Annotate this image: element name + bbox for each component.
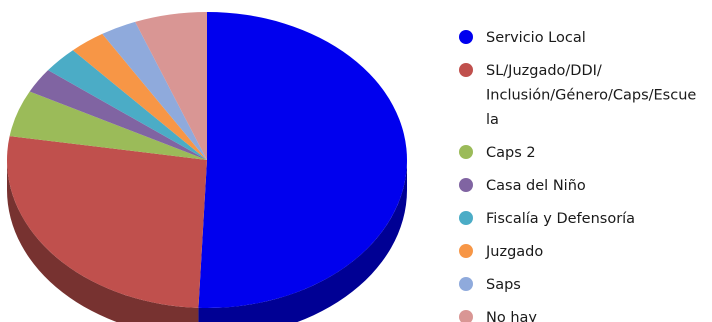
legend-marker-3 — [459, 178, 473, 192]
pie-slice-6 — [102, 21, 207, 160]
pie-slice-4 — [48, 50, 208, 161]
legend-marker-4 — [459, 211, 473, 225]
legend-label-0: Servicio Local — [486, 30, 586, 46]
legend-label-6: Saps — [486, 277, 521, 293]
legend-label-3: Casa del Niño — [486, 178, 586, 194]
pie-slice-1 — [6, 136, 207, 308]
pie-slice-5 — [72, 33, 207, 161]
legend-marker-6 — [459, 277, 473, 291]
pie-layer — [6, 12, 407, 322]
legend-marker-0 — [459, 30, 473, 44]
legend-label-4: Fiscalía y Defensoría — [486, 211, 635, 227]
legend-label-1: SL/Juzgado/DDI/Inclusión/Género/Caps/Esc… — [486, 63, 696, 128]
legend-label-2: Caps 2 — [486, 145, 536, 161]
pie-slice-3 — [29, 70, 207, 160]
legend-marker-5 — [459, 244, 473, 258]
pie-slice-2 — [9, 91, 207, 160]
legend-label-5: Juzgado — [485, 244, 543, 260]
legend-marker-7 — [459, 310, 473, 322]
pie-side-0 — [198, 160, 407, 322]
legend-marker-1 — [459, 63, 473, 77]
legend-label-7: No hay — [486, 310, 537, 322]
pie-slice-7 — [135, 12, 207, 160]
pie-slice-0 — [198, 12, 407, 308]
legend-marker-2 — [459, 145, 473, 159]
legend: Servicio Local SL/Juzgado/DDI/Inclusión/G… — [459, 30, 696, 322]
pie-side-1 — [7, 160, 199, 322]
